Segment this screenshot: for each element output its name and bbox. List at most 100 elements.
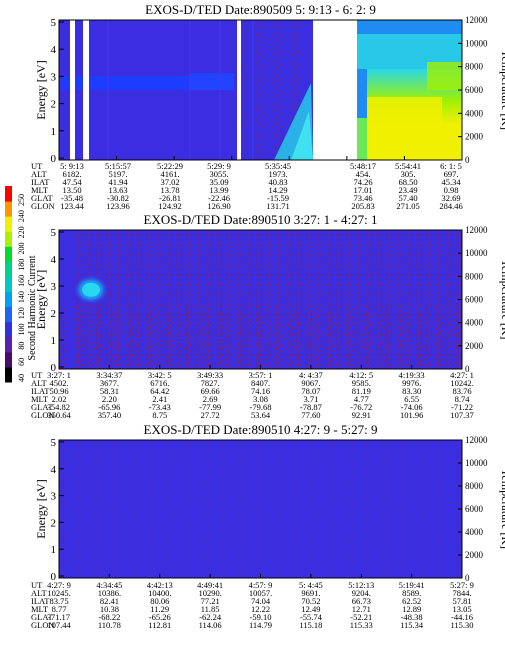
ephemeris-cell: 8.74: [455, 394, 471, 404]
ephemeris-row-label: UT: [31, 161, 43, 171]
panel-title: EXOS-D/TED Date:890510 4:27: 9 - 5:27: 9: [144, 422, 378, 437]
ephemeris-cell: 3:49:33: [197, 370, 223, 380]
temperature-tick-label: 6000: [465, 295, 484, 305]
colorbar-swatch: [5, 231, 12, 247]
energy-axis-label: Energy [eV]: [34, 479, 48, 538]
ephemeris-cell: 3:42: 5: [148, 370, 172, 380]
ephemeris-row-label: ALT: [31, 378, 48, 388]
temperature-axis-label: Temperature [K]: [499, 259, 505, 339]
ephemeris-cell: 115.18: [299, 620, 322, 630]
ephemeris-cell: 13.63: [108, 185, 127, 195]
colorbar-swatch: [5, 201, 12, 217]
ephemeris-cell: 8.77: [52, 604, 67, 614]
ephemeris-cell: 57.81: [452, 596, 471, 606]
ephemeris-cell: 41.94: [108, 177, 128, 187]
ephemeris-cell: 9067.: [301, 378, 320, 388]
energy-axis-label: Energy [eV]: [34, 270, 48, 329]
ephemeris-cell: 0.98: [444, 185, 459, 195]
ephemeris-cell: 27.72: [201, 410, 220, 420]
ephemeris-cell: 57.40: [398, 193, 417, 203]
energy-axis: 0 1 2 3 4 5 Energy [eV]: [34, 17, 64, 165]
ephemeris-cell: 4:57: 9: [249, 580, 273, 590]
ephemeris-cell: 114.79: [249, 620, 272, 630]
temperature-tick-label: 10000: [465, 458, 488, 468]
colorbar-tick-label: 250: [17, 194, 26, 206]
ephemeris-cell: -73.43: [149, 402, 171, 412]
ephemeris-cell: 11.29: [150, 604, 169, 614]
ephemeris-cell: 124.92: [158, 201, 181, 211]
ephemeris-row-label: MLT: [31, 394, 49, 404]
colorbar-swatch: [5, 321, 12, 338]
ephemeris-cell: 6182.: [62, 169, 81, 179]
ephemeris-cell: 66.73: [352, 596, 371, 606]
ephemeris-cell: 10400.: [148, 588, 171, 598]
ephemeris-cell: 74.26: [353, 177, 372, 187]
colorbar-swatch: [5, 351, 12, 368]
spectrogram-image: [59, 20, 462, 160]
temperature-tick-label: 6000: [465, 85, 484, 95]
energy-tick-label: 3: [51, 71, 57, 83]
ephemeris-cell: 1973.: [268, 169, 287, 179]
ephemeris-cell: 5:27: 9: [450, 580, 474, 590]
ephemeris-cell: -62.24: [199, 612, 222, 622]
ephemeris-cell: 115.30: [450, 620, 473, 630]
ephemeris-cell: 5:54:41: [395, 161, 421, 171]
ephemeris-cell: 6: 1: 5: [440, 161, 462, 171]
temperature-tick-label: 4000: [465, 527, 484, 537]
ephemeris-cell: 697.: [444, 169, 459, 179]
spectrogram-image: [59, 440, 462, 578]
ephemeris-cell: 12.71: [352, 604, 371, 614]
ephemeris-cell: 10245.: [47, 588, 70, 598]
ephemeris-cell: 35.09: [209, 177, 228, 187]
ephemeris-cell: 10386.: [98, 588, 121, 598]
ephemeris-cell: 4:19:33: [399, 370, 425, 380]
ephemeris-cell: 107.37: [450, 410, 473, 420]
ephemeris-cell: 114.06: [199, 620, 222, 630]
ephemeris-cell: 77.21: [201, 596, 220, 606]
ephemeris-cell: 74.16: [251, 386, 270, 396]
temperature-axis: 0 2000 4000 6000 8000 10000 12000 Temperature […: [458, 225, 505, 374]
ephemeris-cell: 9585.: [352, 378, 371, 388]
time-axis-ticks: [58, 365, 463, 369]
ephemeris-cell: 205.83: [351, 201, 374, 211]
ephemeris-row-label: ILAT: [31, 596, 50, 606]
colorbar-swatch: [5, 366, 12, 383]
ephemeris-cell: 68.50: [398, 177, 417, 187]
ephemeris-cell: 9204.: [352, 588, 371, 598]
ephemeris-cell: -78.87: [300, 402, 322, 412]
ephemeris-cell: 8589.: [402, 588, 421, 598]
colorbar-tick-label: 180: [17, 259, 26, 271]
spectrogram-panel-2: EXOS-D/TED Date:890510 3:27: 1 - 4:27: 1…: [31, 212, 505, 420]
energy-tick-label: 4: [51, 44, 57, 56]
ephemeris-cell: 81.19: [352, 386, 371, 396]
ephemeris-cell: 5:29: 9: [207, 161, 231, 171]
temperature-axis: 0 2000 4000 6000 8000 10000 12000 Temperature […: [458, 15, 505, 165]
ephemeris-cell: 4:27: 1: [450, 370, 474, 380]
ephemeris-cell: 284.46: [439, 201, 462, 211]
ephemeris-cell: 123.96: [106, 201, 129, 211]
temperature-tick-label: 6000: [465, 504, 484, 514]
ephemeris-cell: 47.54: [62, 177, 82, 187]
ephemeris-cell: 9691.: [301, 588, 320, 598]
temperature-tick-label: 4000: [465, 108, 484, 118]
ephemeris-cell: 64.42: [150, 386, 169, 396]
ephemeris-row-label: GLAT: [31, 193, 54, 203]
ephemeris-cell: 13.78: [160, 185, 179, 195]
ephemeris-cell: 3055.: [209, 169, 228, 179]
spectrogram-image: [59, 230, 462, 369]
ephemeris-cell: 8407.: [251, 378, 270, 388]
ephemeris-cell: -44.16: [451, 612, 473, 622]
temperature-tick-label: 0: [465, 364, 470, 374]
colorbar-tick-label: 100: [17, 323, 26, 335]
ephemeris-cell: 5: 4:45: [299, 580, 323, 590]
ephemeris-cell: 2.41: [152, 394, 167, 404]
ephemeris-cell: 58.31: [100, 386, 119, 396]
ephemeris-cell: -59.10: [250, 612, 272, 622]
ephemeris-cell: 3:27: 1: [47, 370, 71, 380]
ephemeris-cell: 5:22:29: [157, 161, 183, 171]
ephemeris-cell: 23.49: [398, 185, 417, 195]
ephemeris-cell: 5:48:17: [350, 161, 376, 171]
colorbar-swatch: [5, 186, 12, 202]
spectrogram-panel-3: EXOS-D/TED Date:890510 4:27: 9 - 5:27: 9…: [31, 422, 505, 630]
